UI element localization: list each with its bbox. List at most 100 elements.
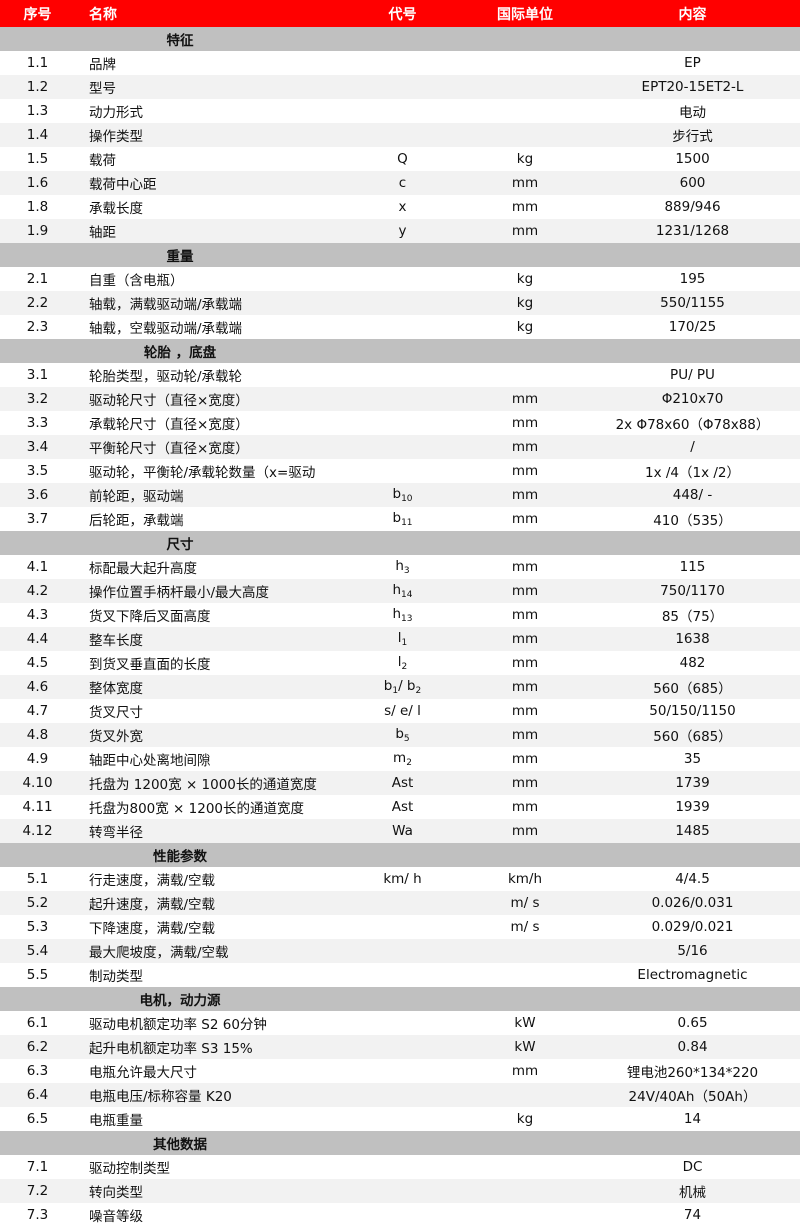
section-title: 其他数据 [0,1131,340,1155]
row-value: 锂电池260*134*220 [626,1065,759,1081]
row-value: 750/1170 [585,579,800,603]
table-row: 4.10 托盘为 1200宽 × 1000长的通道宽度 Ast mm 1739 [0,771,800,795]
row-unit: mm [465,819,585,843]
row-code: b10 [340,483,465,507]
table-row: 2.1 自重（含电瓶） kg 195 [0,267,800,291]
table-row: 4.2 操作位置手柄杆最小/最大高度 h14 mm 750/1170 [0,579,800,603]
row-unit: mm [511,703,539,719]
section-row: 性能参数 [0,843,800,867]
row-code [340,1011,465,1035]
row-no: 3.4 [0,435,75,459]
row-code: h13 [340,603,465,627]
row-name: 平衡轮尺寸（直径×宽度） [75,435,340,459]
row-value: 170/25 [668,319,717,335]
table-row: 1.3 动力形式 电动 [0,99,800,123]
row-name: 电瓶电压/标称容量 K20 [75,1083,340,1107]
section-row: 其他数据 [0,1131,800,1155]
row-code: h3 [340,555,465,579]
code-subscript: 2 [415,686,422,696]
section-filler [340,243,800,267]
row-name: 操作类型 [75,123,340,147]
row-unit: mm [511,559,539,575]
row-unit: kg [516,319,534,335]
row-value: PU/ PU [670,367,715,383]
row-code: l2 [340,651,465,675]
code-subscript: 10 [401,494,413,504]
row-no: 2.3 [26,319,49,335]
row-no: 4.1 [26,559,49,575]
header-value: 内容 [585,0,800,27]
row-code: Ast [340,771,465,795]
row-no: 3.3 [26,415,49,431]
row-code [340,387,465,411]
row-name: 起升电机额定功率 S3 15% [75,1035,340,1059]
code-subscript: 1 [392,686,399,696]
row-code: Q [340,147,465,171]
code-text: h [392,606,402,622]
row-name: 托盘为800宽 × 1200长的通道宽度 [89,801,305,817]
table-row: 5.4 最大爬坡度，满载/空载 5/16 [0,939,800,963]
row-unit [465,1179,585,1203]
section-title: 轮胎 ，底盘 [0,339,340,363]
code-text: l [397,630,402,646]
row-name: 转弯半径 [75,819,340,843]
row-code [340,75,465,99]
row-no: 3.5 [26,463,49,479]
row-value: 600 [585,171,800,195]
row-code [340,963,465,987]
row-unit: mm [511,799,539,815]
row-value: 步行式 [585,123,800,147]
row-name: 操作位置手柄杆最小/最大高度 [75,579,340,603]
row-unit: km/h [507,871,543,887]
code-text: km/ h [383,871,422,887]
table-row: 3.4 平衡轮尺寸（直径×宽度） mm / [0,435,800,459]
row-no: 6.2 [0,1035,75,1059]
table-row: 1.4 操作类型 步行式 [0,123,800,147]
row-unit: mm [465,387,585,411]
row-no: 1.1 [26,55,49,71]
section-filler [340,987,800,1011]
row-code [340,1035,465,1059]
row-unit: mm [511,1063,539,1079]
section-row: 重量 [0,243,800,267]
row-unit [465,99,585,123]
row-name: 轴距中心处离地间隙 [89,753,211,769]
row-unit: mm [465,675,585,699]
row-name: 噪音等级 [89,1209,143,1225]
table-row: 6.3 电瓶允许最大尺寸 mm 锂电池260*134*220 [0,1059,800,1083]
row-code [340,291,465,315]
table-row: 6.1 驱动电机额定功率 S2 60分钟 kW 0.65 [0,1011,800,1035]
row-code: Ast [340,795,465,819]
row-code: h14 [340,579,465,603]
table-row: 3.5 驱动轮，平衡轮/承载轮数量（x=驱动 mm 1x /4（1x /2） [0,459,800,483]
row-name: 制动类型 [89,969,143,985]
row-no: 4.11 [22,799,53,815]
header-name: 名称 [75,0,340,27]
row-unit: m/ s [510,919,540,935]
table-row: 4.3 货叉下降后叉面高度 h13 mm 85（75） [0,603,800,627]
row-no: 7.1 [26,1159,49,1175]
row-unit [465,363,585,387]
row-no: 6.4 [0,1083,75,1107]
row-code: Wa [340,819,465,843]
row-unit: mm [511,199,539,215]
table-row: 7.1 驱动控制类型 DC [0,1155,800,1179]
section-row: 尺寸 [0,531,800,555]
row-value: Φ210x70 [585,387,800,411]
row-unit: mm [511,415,539,431]
code-subscript: 1 [401,638,408,648]
row-no: 5.5 [26,967,49,983]
row-code [340,123,465,147]
row-unit: mm [511,607,539,623]
row-unit: mm [465,435,585,459]
table-row: 2.3 轴载，空载驱动端/承载端 kg 170/25 [0,315,800,339]
row-value: 电动 [679,105,706,121]
row-code [340,51,465,75]
section-title: 特征 [0,27,340,51]
section-filler [340,1131,800,1155]
table-row: 1.8 承载长度 x mm 889/946 [0,195,800,219]
row-name: 前轮距，驱动端 [75,483,340,507]
row-name: 轴载，空载驱动端/承载端 [89,321,243,337]
row-value: 1231/1268 [585,219,800,243]
